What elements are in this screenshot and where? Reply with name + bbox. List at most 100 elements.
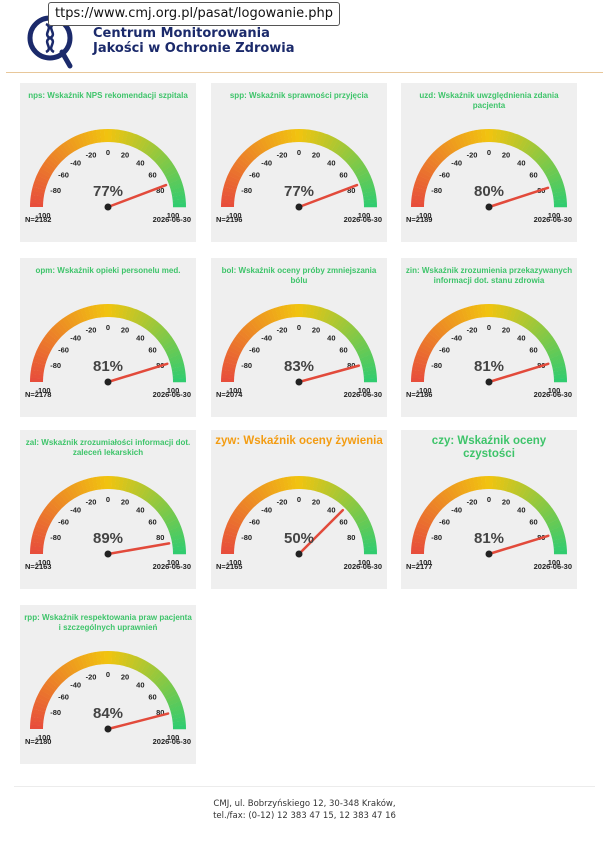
gauge-arc-segment: [550, 357, 565, 366]
gauge-arc-segment: [103, 476, 109, 490]
gauge-arc-segment: [363, 373, 377, 379]
gauge-arc-segment: [543, 339, 557, 350]
gauge-arc-segment: [411, 545, 425, 551]
gauge-arc-segment: [417, 518, 432, 528]
gauge-arc-segment: [137, 659, 148, 673]
gauge-arc-segment: [146, 318, 158, 332]
gauge-arc-segment: [453, 310, 463, 325]
gauge-tick-label: 40: [136, 506, 144, 515]
gauge-arc-segment: [416, 522, 430, 531]
gauge-arc-segment: [543, 164, 557, 175]
gauge-arc-segment: [111, 304, 117, 318]
gauge-tick-label: -60: [249, 346, 260, 355]
gauge-arc-segment: [305, 304, 312, 318]
gauge-arc-segment: [529, 146, 542, 159]
gauge-arc-segment: [229, 167, 243, 178]
gauge-arc-segment: [468, 477, 476, 492]
gauge-arc-segment: [80, 479, 89, 494]
gauge-arc-segment: [344, 326, 358, 339]
gauge-arc-segment: [235, 504, 249, 516]
gauge-arc-segment: [457, 134, 466, 148]
gauge-arc-segment: [337, 318, 349, 332]
gauge-arc-segment: [38, 342, 52, 353]
gauge-arc-segment: [58, 665, 70, 679]
gauge-arc-segment: [509, 132, 518, 147]
gauge-needle-hub: [295, 550, 303, 558]
gauge-arc-segment: [319, 479, 328, 494]
gauge-arc-segment: [439, 143, 451, 157]
gauge-arc-segment: [433, 148, 446, 162]
gauge-tick-label: -40: [451, 506, 462, 515]
gauge-arc-segment: [414, 525, 429, 534]
gauge-tick-label: -100: [35, 558, 50, 567]
gauge-arc-segment: [168, 526, 183, 535]
gauge-arc-segment: [489, 304, 494, 318]
gauge-arc-segment: [241, 326, 254, 339]
gauge-sample-size: N=2074: [216, 390, 243, 399]
gauge-arc-segment: [414, 353, 429, 362]
gauge-tick-label: -20: [467, 151, 478, 160]
gauge-tick-label: 100: [167, 211, 180, 220]
gauge-arc-segment: [140, 139, 151, 153]
gauge-tick-label: -80: [431, 186, 442, 195]
gauge-arc-segment: [286, 476, 293, 490]
gauge-arc-segment: [527, 490, 539, 504]
gauge-arc-segment: [32, 357, 47, 366]
gauge-arc-segment: [30, 190, 45, 197]
gauge-arc-segment: [492, 304, 498, 318]
gauge-arc-segment: [534, 326, 548, 339]
gauge-tick-label: -80: [431, 533, 442, 542]
gauge-arc-segment: [548, 350, 562, 359]
gauge-card: zal: Wskaźnik zrozumiałości informacji d…: [20, 430, 196, 589]
gauge-tick-label: -40: [261, 334, 272, 343]
gauge-arc-segment: [222, 361, 237, 369]
gauge-arc-segment: [42, 682, 56, 694]
gauge-arc-segment: [165, 693, 180, 703]
gauge-arc-segment: [44, 157, 58, 169]
gauge-arc-segment: [103, 304, 109, 318]
gauge-arc-segment: [541, 508, 555, 519]
gauge-arc-segment: [290, 129, 296, 143]
gauge-arc-segment: [168, 354, 183, 363]
gauge-arc-segment: [461, 307, 470, 322]
gauge-needle-hub: [295, 378, 303, 386]
gauge-tick-label: -40: [261, 159, 272, 168]
gauge-arc-segment: [172, 716, 186, 723]
gauge-arc-segment: [224, 178, 239, 187]
footer-divider: [14, 786, 595, 787]
gauge-arc-segment: [545, 168, 559, 178]
gauge-title: zin: Wskaźnik zrozumienia przekazywanych…: [405, 266, 573, 285]
gauge-tick-label: -20: [467, 326, 478, 335]
gauge-arc-segment: [360, 182, 375, 191]
gauge-tick-label: -60: [58, 693, 69, 702]
gauge-arc-segment: [38, 167, 52, 178]
gauge-arc-segment: [87, 130, 95, 145]
gauge-arc-segment: [95, 476, 102, 490]
gauge-arc-segment: [241, 151, 254, 164]
gauge-sample-size: N=2186: [406, 390, 432, 399]
gauge-arc-segment: [521, 486, 532, 500]
gauge-arc-segment: [548, 522, 562, 531]
gauge-arc-segment: [322, 481, 331, 495]
gauge-arc-segment: [419, 167, 433, 178]
gauge-arc-segment: [480, 129, 486, 143]
gauge-arc-segment: [412, 533, 427, 541]
gauge-arc-segment: [299, 476, 304, 490]
gauge-arc-segment: [413, 357, 428, 366]
gauge-arc-segment: [76, 309, 85, 323]
gauge-arc-segment: [124, 306, 133, 321]
gauge-arc-segment: [325, 482, 335, 497]
gauge-percent-label: 81%: [93, 358, 123, 375]
gauge-arc-segment: [539, 157, 553, 169]
gauge-arc-segment: [271, 132, 280, 147]
gauge-title: zal: Wskaźnik zrozumiałości informacji d…: [25, 438, 191, 457]
gauge-arc-segment: [134, 482, 144, 497]
gauge-tick-label: 60: [339, 518, 347, 527]
gauge-arc-segment: [309, 129, 316, 144]
gauge-arc-segment: [294, 129, 300, 143]
footer: CMJ, ul. Bobrzyńskiego 12, 30-348 Kraków…: [0, 798, 609, 822]
url-bar[interactable]: ttps://www.cmj.org.pl/pasat/logowanie.ph…: [48, 2, 340, 26]
gauge-arc-segment: [238, 329, 251, 342]
site-title: Centrum Monitorowania Jakości w Ochronie…: [93, 26, 295, 56]
gauge-percent-label: 80%: [474, 183, 504, 200]
